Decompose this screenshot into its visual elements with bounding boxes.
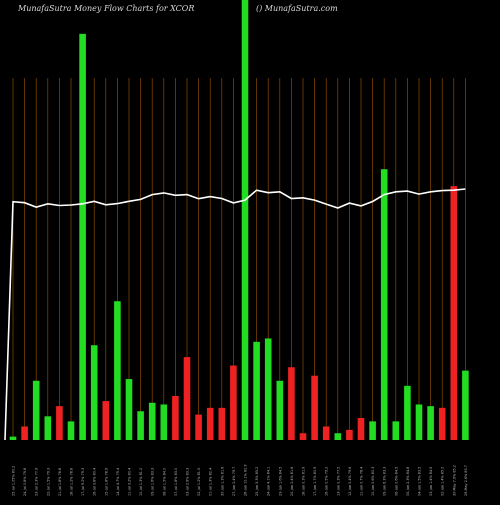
x-tick-label: 09-Jun 6.3% 83.3 (383, 467, 387, 496)
x-tick-label: 29-May 2.6% 85.7 (464, 465, 468, 496)
bar (114, 301, 121, 440)
bar (427, 406, 434, 440)
bar (148, 402, 156, 440)
bar (44, 416, 52, 440)
bar (346, 429, 353, 440)
x-tick-label: 27-Jun 2.4% 79.7 (232, 467, 236, 496)
x-tick-label: 06-Jun 0.6% 84.5 (394, 467, 398, 496)
bar (438, 407, 446, 440)
x-tick-label: 14-Jul 4.7% 79.4 (116, 468, 120, 496)
x-tick-label: 17-Jun 1.7% 80.9 (313, 467, 317, 496)
bar (241, 0, 249, 440)
bar (276, 380, 284, 440)
bar (334, 433, 342, 440)
x-tick-label: 10-Jun 0.6% 80.3 (371, 467, 375, 496)
bar (230, 365, 237, 440)
bar (450, 186, 458, 440)
bar (299, 433, 307, 440)
chart-title: MunafaSutra Money Flow Charts for XCOR (18, 4, 195, 13)
bar (322, 426, 330, 440)
x-tick-label: 04-Jun 1.5% 83.5 (418, 467, 422, 496)
bar (380, 169, 388, 440)
x-tick-label: 20-Jun 2.4% 81.6 (290, 467, 294, 496)
x-tick-label: 24-Jul 0.8% 79.8 (23, 468, 27, 496)
x-tick-label: 15-Jul 1.8% 78.9 (104, 468, 108, 496)
bar (90, 345, 98, 440)
x-tick-label: 17-Jul 9.2% 79.3 (81, 468, 85, 496)
bar (125, 379, 133, 440)
bar (415, 404, 423, 440)
x-tick-label: 13-Jun 0.3% 77.5 (336, 467, 340, 496)
x-tick-label: 26-Jun 10.1% 80.9 (244, 464, 248, 496)
bar (264, 338, 272, 440)
bar (183, 357, 191, 440)
x-tick-label: 12-Jun 0.4% 79.6 (348, 467, 352, 496)
x-tick-labels: 25-Jul 1.05% 80.2 24-Jul 0.8% 79.8 23-Jul … (12, 464, 468, 496)
site-credit: () MunafaSutra.com (256, 4, 338, 13)
bar (21, 426, 28, 440)
x-tick-label: 07-Jul 1.8% 83.0 (174, 468, 178, 496)
price-line (4, 188, 466, 441)
x-tick-label: 25-Jul 1.05% 80.2 (12, 466, 16, 496)
price-line-path (4, 188, 466, 441)
bar (369, 421, 376, 440)
x-tick-label: 22-Jul 1.5% 79.3 (46, 468, 50, 496)
bar (392, 421, 400, 440)
x-tick-label: 30-Jun 1.3% 81.6 (220, 467, 224, 496)
bar (56, 406, 63, 440)
x-tick-label: 16-Jun 0.5% 79.2 (325, 467, 329, 496)
bar (160, 404, 168, 440)
bar (195, 414, 202, 440)
x-tick-label: 11-Jul 3.2% 80.4 (128, 468, 132, 496)
x-tick-label: 21-Jul 1.8% 78.6 (58, 468, 62, 496)
x-tick-label: 03-Jul 2.9% 83.3 (186, 468, 190, 496)
x-tick-label: 23-Jul 2.3% 77.9 (35, 468, 39, 496)
x-tick-label: 02-Jun 1.4% 85.0 (441, 467, 445, 496)
x-tick-label: 10-Jul 1.3% 81.2 (139, 468, 143, 496)
x-tick-label: 30-May 7.9% 85.2 (452, 465, 456, 496)
x-tick-label: 18-Jul 1.2% 78.8 (70, 468, 74, 496)
x-tick-label: 08-Jul 1.5% 84.0 (162, 468, 166, 496)
x-tick-label: 01-Jul 1.3% 82.4 (209, 468, 213, 496)
x-tick-label: 18-Jun 0.3% 81.9 (302, 467, 306, 496)
x-tick-label: 24-Jun 4.1% 84.1 (267, 467, 271, 496)
x-tick-label: 09-Jul 1.6% 83.3 (151, 468, 155, 496)
x-tick-label: 16-Jul 3.8% 80.4 (93, 468, 97, 496)
bar (32, 380, 40, 440)
bar (357, 418, 365, 440)
bar (137, 411, 144, 440)
bars (9, 0, 469, 440)
bar (253, 341, 260, 440)
bar (67, 421, 75, 440)
bar (462, 370, 469, 440)
bar (206, 407, 214, 440)
x-tick-label: 02-Jul 1.2% 81.5 (197, 468, 201, 496)
x-tick-label: 03-Jun 1.4% 84.5 (429, 467, 433, 496)
bar (172, 396, 179, 440)
x-tick-label: 05-Jun 2.3% 84.8 (406, 467, 410, 496)
x-tick-label: 11-Jun 0.7% 78.4 (360, 467, 364, 496)
bar (311, 375, 318, 440)
x-tick-label: 23-Jun 1.6% 84.5 (278, 467, 282, 496)
bar (79, 33, 86, 440)
bar (404, 385, 411, 440)
bar (102, 401, 110, 440)
x-tick-label: 25-Jun 3.3% 85.2 (255, 467, 259, 496)
bar (218, 407, 226, 440)
bar (288, 367, 295, 440)
bar (9, 436, 17, 440)
